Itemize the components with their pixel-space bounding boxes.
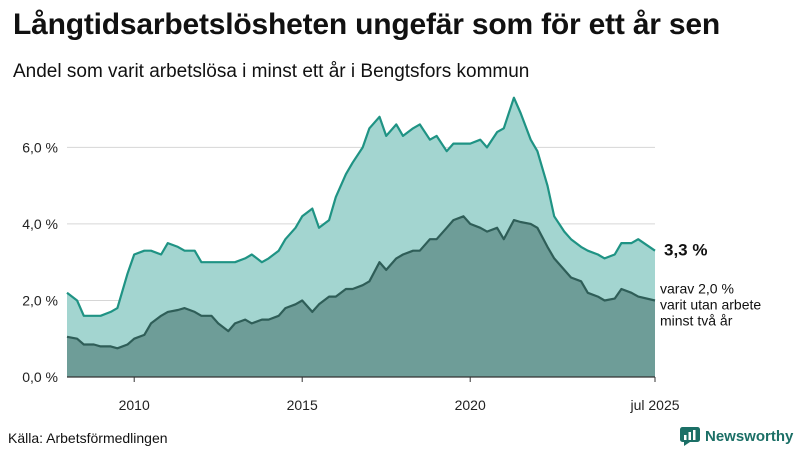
long-term-end-label: varit utan arbete [660,296,761,312]
newsworthy-logo-icon [680,427,700,446]
x-tick-label: jul 2025 [629,397,679,413]
long-term-end-label: varav 2,0 % [660,280,734,296]
x-tick-label: 2015 [287,397,318,413]
y-tick-label: 2,0 % [22,292,58,308]
total-end-label: 3,3 % [664,241,707,260]
x-tick-label: 2010 [119,397,150,413]
x-tick-label: 2020 [455,397,486,413]
long-term-series-area [67,216,655,377]
long-term-series-line [66,215,656,350]
y-tick-label: 0,0 % [22,369,58,385]
y-tick-label: 4,0 % [22,216,58,232]
brand-logo: Newsworthy [680,427,793,446]
y-tick-label: 6,0 % [22,139,58,155]
source-text: Källa: Arbetsförmedlingen [8,430,168,446]
total-series-line [66,96,656,317]
page-subtitle: Andel som varit arbetslösa i minst ett å… [13,61,530,82]
brand-name: Newsworthy [705,428,794,445]
long-term-end-label: minst två år [660,312,733,328]
page-title: Långtidsarbetslösheten ungefär som för e… [13,8,721,41]
